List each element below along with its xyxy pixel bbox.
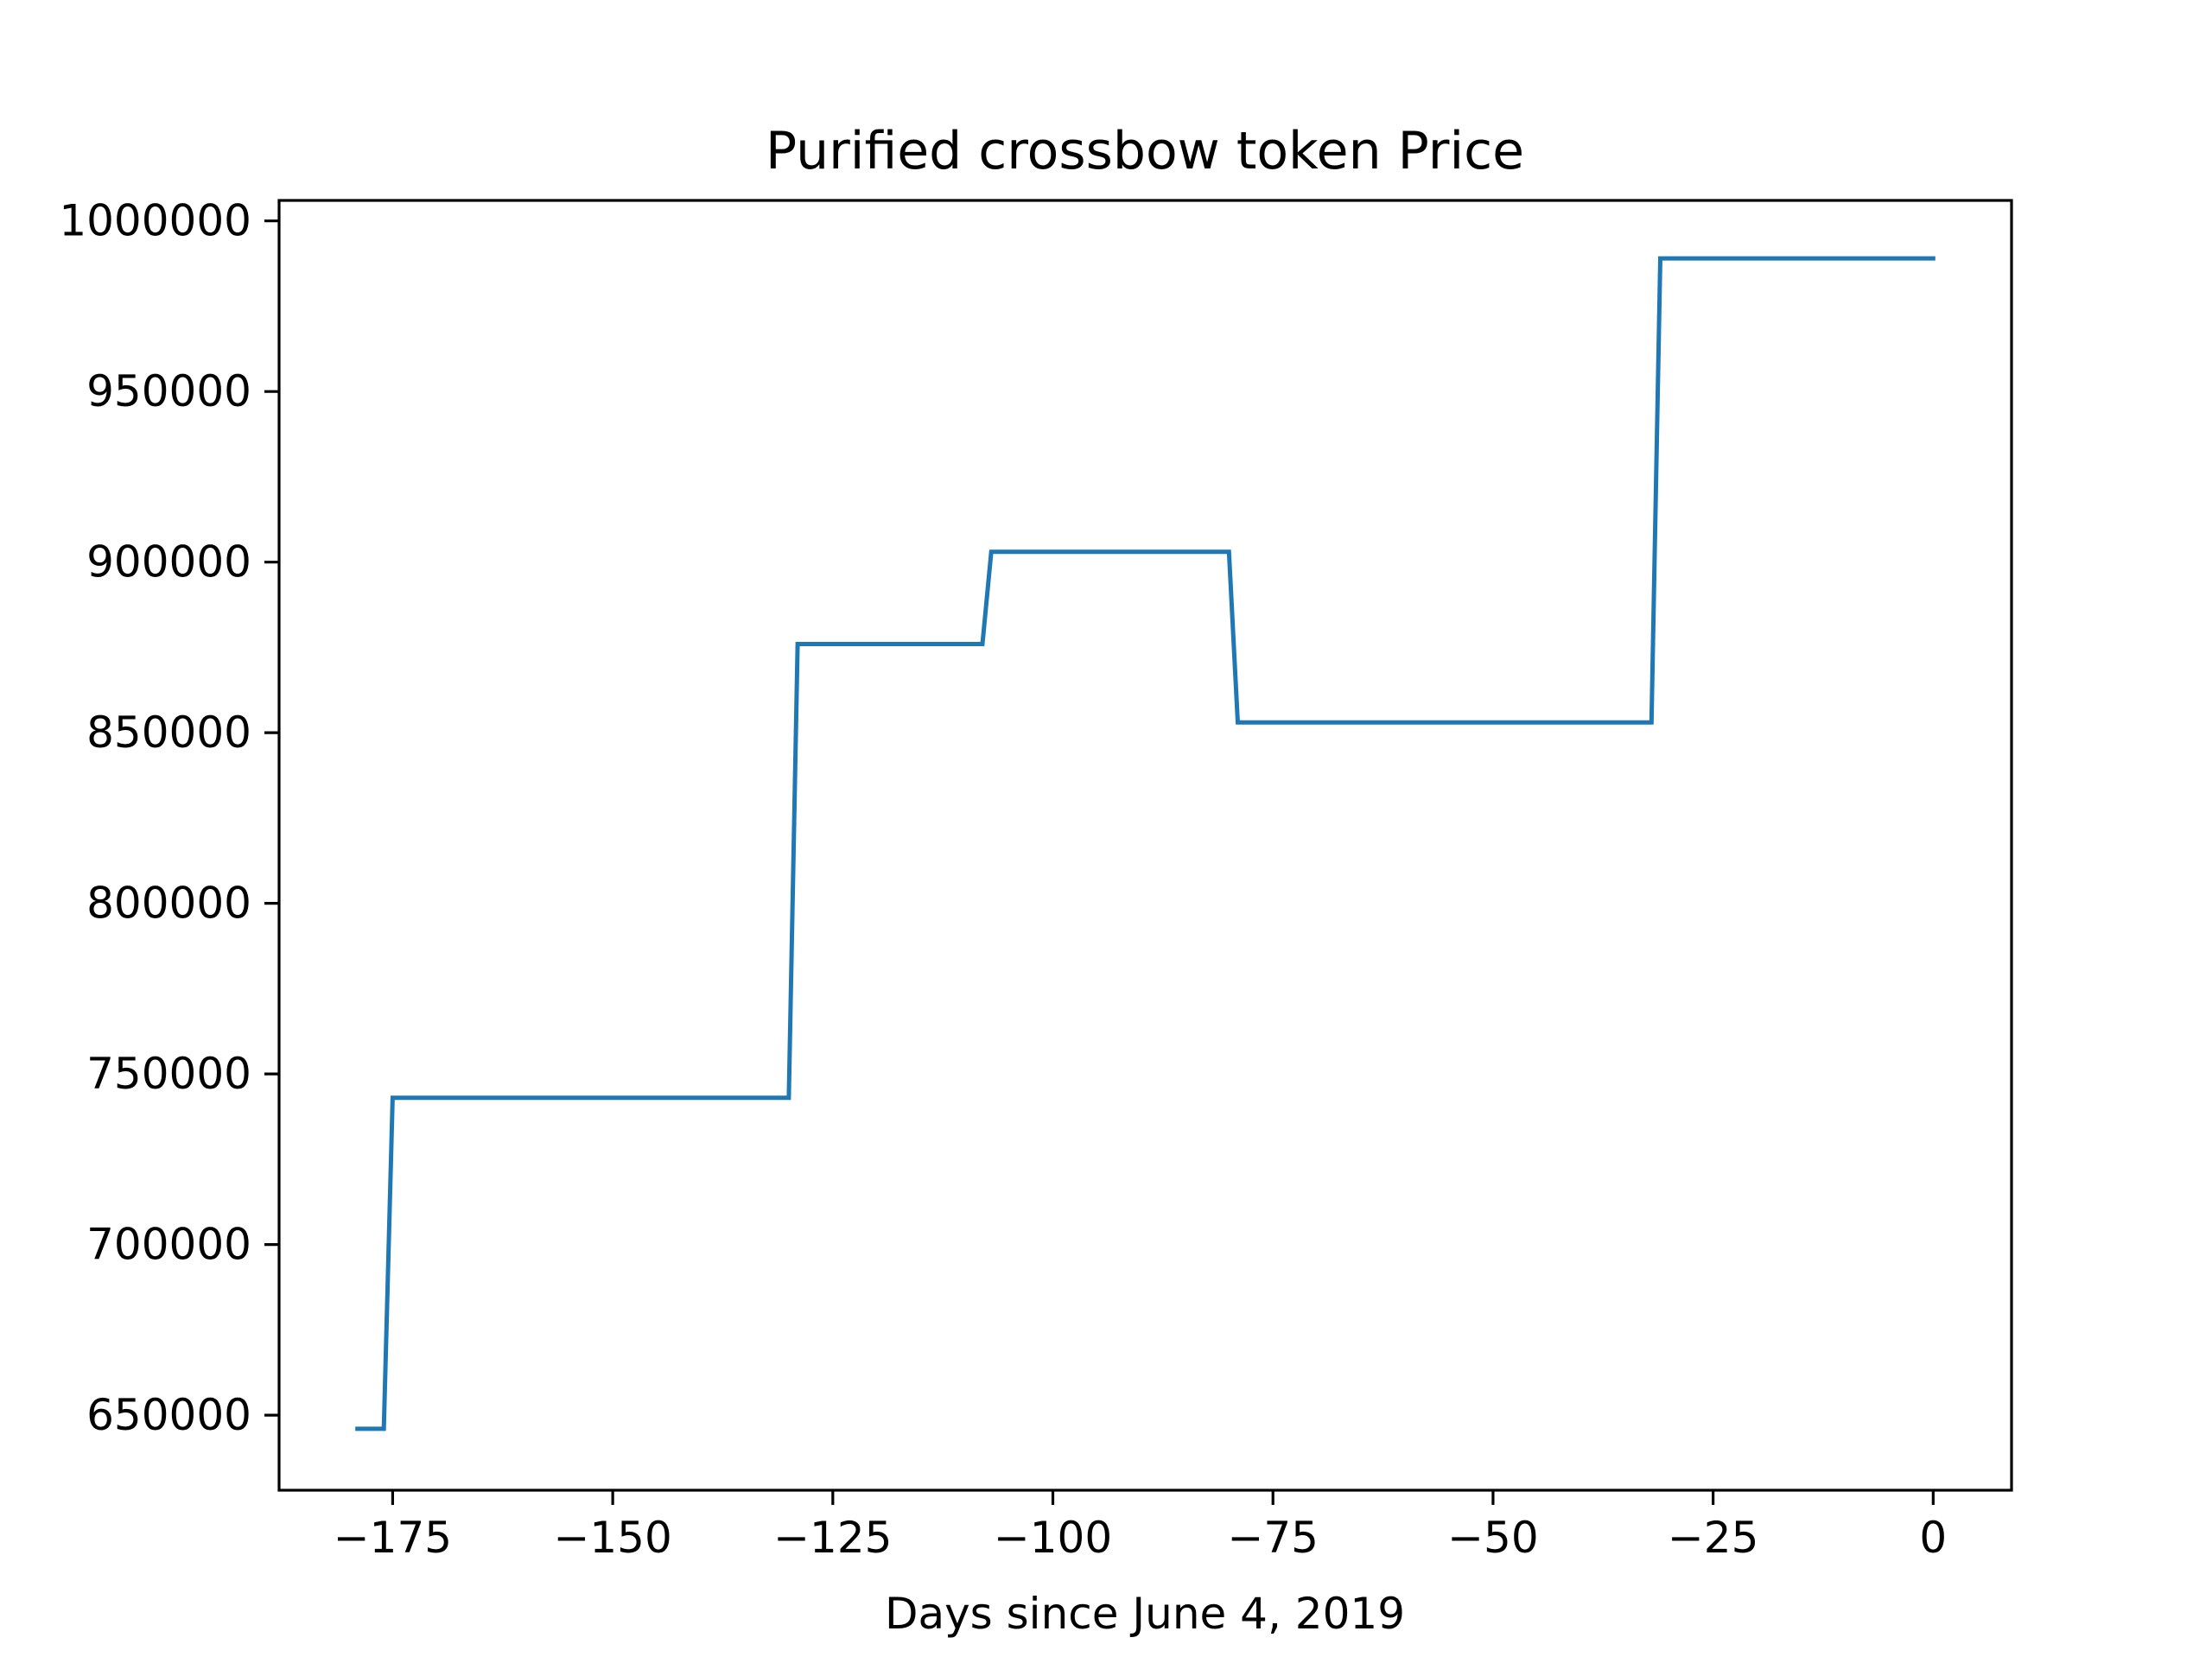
x-tick-label: −75 [1227, 1513, 1319, 1563]
series-layer [355, 256, 1936, 1431]
x-axis-ticks: −175 −150 −125 −100 −75 −50 −25 0 [334, 1490, 1947, 1563]
plot-frame [277, 199, 2013, 1492]
y-tick-label: 650000 [86, 1390, 251, 1440]
y-tick-label: 800000 [86, 879, 251, 929]
y-tick-label: 850000 [86, 708, 251, 758]
y-tick-label: 950000 [86, 366, 251, 416]
x-tick-label: −100 [994, 1513, 1112, 1563]
x-tick-label: −175 [334, 1513, 452, 1563]
y-axis-ticks: 650000 700000 750000 800000 850000 900000 9500… [59, 196, 279, 1440]
x-tick-label: −150 [553, 1513, 671, 1563]
x-tick-label: 0 [1919, 1513, 1947, 1563]
x-tick-label: −25 [1668, 1513, 1759, 1563]
x-axis-label: Days since June 4, 2019 [885, 1589, 1405, 1639]
x-tick-label: −50 [1447, 1513, 1539, 1563]
y-tick-label: 900000 [86, 537, 251, 587]
chart-title: Purified crossbow token Price [766, 121, 1524, 181]
y-tick-label: 1000000 [59, 196, 251, 246]
y-tick-label: 750000 [86, 1049, 251, 1099]
y-tick-label: 700000 [86, 1220, 251, 1270]
x-tick-label: −125 [773, 1513, 892, 1563]
price-series-line [355, 256, 1936, 1431]
